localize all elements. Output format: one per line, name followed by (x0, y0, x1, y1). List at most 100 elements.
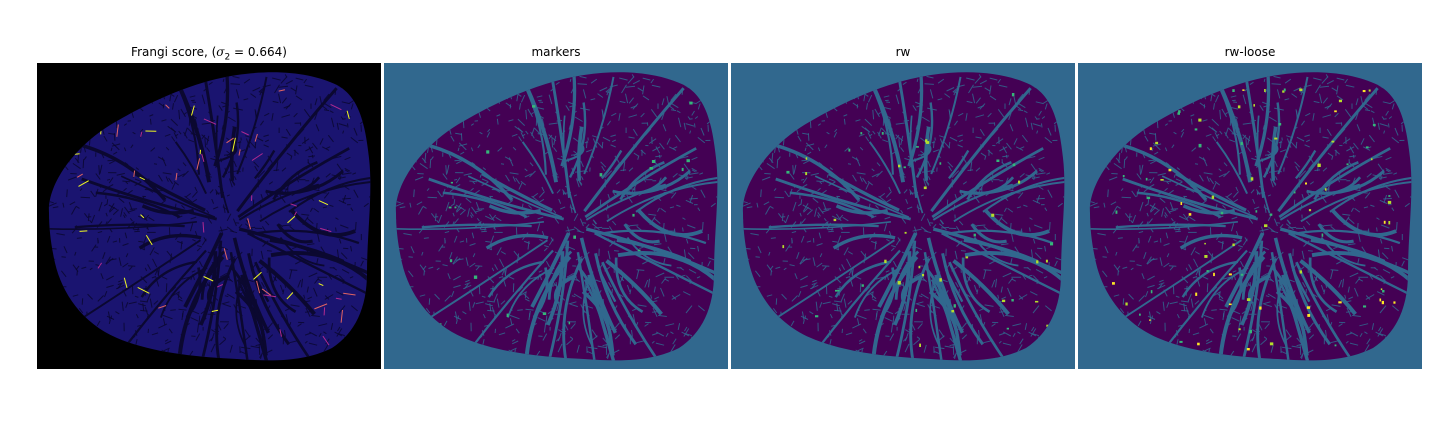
highlight-pixel (202, 222, 205, 233)
highlight-pixel (568, 321, 571, 325)
highlight-pixel (1178, 110, 1181, 113)
highlight-pixel (314, 303, 328, 310)
highlight-pixel (139, 176, 145, 181)
highlight-pixel (860, 132, 863, 135)
highlight-pixel (1035, 300, 1039, 303)
highlight-pixel (1249, 329, 1252, 334)
highlight-pixel (1306, 306, 1311, 309)
highlight-pixel (1012, 163, 1016, 167)
highlight-pixel (1046, 324, 1049, 327)
highlight-pixel (343, 292, 356, 296)
highlight-pixel (1188, 213, 1192, 216)
highlight-pixel (1381, 300, 1384, 305)
highlight-pixel (1139, 313, 1141, 316)
highlight-pixel (1308, 209, 1312, 212)
highlight-pixel (1324, 188, 1327, 191)
highlight-pixel (1122, 175, 1125, 178)
highlight-pixel (1204, 242, 1206, 245)
panel-title-rw-loose: rw-loose (1224, 45, 1276, 59)
highlight-pixel (1011, 93, 1015, 97)
highlight-pixel (1363, 305, 1367, 308)
highlight-pixel (1283, 88, 1286, 92)
highlight-pixel (686, 159, 690, 163)
highlight-pixel (837, 289, 840, 292)
highlight-pixel (1278, 123, 1282, 126)
highlight-pixel (1194, 128, 1198, 131)
highlight-pixel (241, 131, 249, 136)
vessel-network (395, 72, 718, 361)
panel-frangi (37, 63, 381, 369)
panel-title-markers: markers (531, 45, 581, 59)
highlight-pixel (925, 141, 930, 144)
highlight-pixel (1334, 110, 1337, 113)
highlight-pixel (323, 307, 326, 316)
highlight-pixel (318, 200, 329, 206)
highlight-pixel (123, 277, 128, 289)
highlight-pixel (1382, 290, 1385, 293)
panel-rw-loose-image (1078, 63, 1422, 369)
highlight-pixel (1237, 105, 1241, 109)
highlight-pixel (532, 105, 536, 108)
highlight-pixel (897, 281, 901, 285)
highlight-pixel (1145, 177, 1148, 181)
highlight-pixel (1250, 177, 1254, 181)
highlight-pixel (232, 137, 236, 152)
highlight-pixel (318, 283, 324, 287)
highlight-pixel (1393, 301, 1396, 304)
highlight-pixel (1036, 260, 1039, 264)
highlight-pixel (1011, 299, 1014, 302)
highlight-pixel (835, 289, 838, 292)
panel-markers (384, 63, 728, 369)
highlight-pixel (991, 213, 995, 217)
highlight-pixel (1232, 243, 1235, 247)
highlight-pixel (1307, 314, 1311, 317)
highlight-pixel (1006, 327, 1009, 330)
panel-rw-image (731, 63, 1075, 369)
highlight-pixel (450, 181, 453, 184)
highlight-pixel (1198, 118, 1202, 122)
highlight-pixel (1264, 224, 1268, 228)
highlight-pixel (1259, 306, 1262, 310)
highlight-pixel (256, 280, 261, 294)
highlight-pixel (261, 288, 272, 296)
highlight-pixel (542, 312, 547, 315)
highlight-pixel (1264, 89, 1266, 92)
highlight-pixel (1246, 348, 1250, 351)
highlight-pixel (815, 315, 819, 318)
highlight-pixel (1179, 340, 1183, 343)
highlight-pixel (137, 286, 150, 294)
highlight-pixel (1195, 292, 1198, 296)
highlight-pixel (1155, 141, 1159, 145)
highlight-pixel (651, 160, 656, 163)
highlight-pixel (76, 173, 83, 178)
highlight-pixel (340, 309, 343, 323)
vessel-network (1089, 72, 1412, 361)
highlight-pixel (322, 335, 330, 346)
highlight-pixel (1146, 196, 1151, 200)
highlight-pixel (290, 203, 297, 207)
highlight-pixel (1388, 221, 1391, 225)
highlight-pixel (1269, 342, 1274, 346)
highlight-pixel (848, 148, 851, 152)
panel-rw (731, 63, 1075, 369)
highlight-pixel (191, 105, 195, 116)
highlight-pixel (247, 218, 251, 230)
highlight-pixel (1317, 163, 1321, 167)
highlight-pixel (898, 164, 901, 168)
highlight-pixel (1206, 270, 1209, 273)
highlight-pixel (782, 245, 785, 249)
highlight-pixel (939, 162, 942, 165)
highlight-pixel (175, 172, 178, 181)
highlight-pixel (599, 173, 603, 177)
highlight-pixel (904, 231, 907, 234)
highlight-pixel (216, 283, 224, 288)
highlight-pixel (1115, 210, 1118, 214)
highlight-pixel (1282, 90, 1285, 93)
highlight-pixel (1228, 273, 1232, 276)
highlight-pixel (294, 211, 297, 216)
highlight-pixel (346, 110, 350, 120)
highlight-pixel (1238, 328, 1241, 331)
highlight-pixel (1255, 210, 1258, 213)
highlight-pixel (1305, 182, 1307, 185)
panel-rw-loose (1078, 63, 1422, 369)
